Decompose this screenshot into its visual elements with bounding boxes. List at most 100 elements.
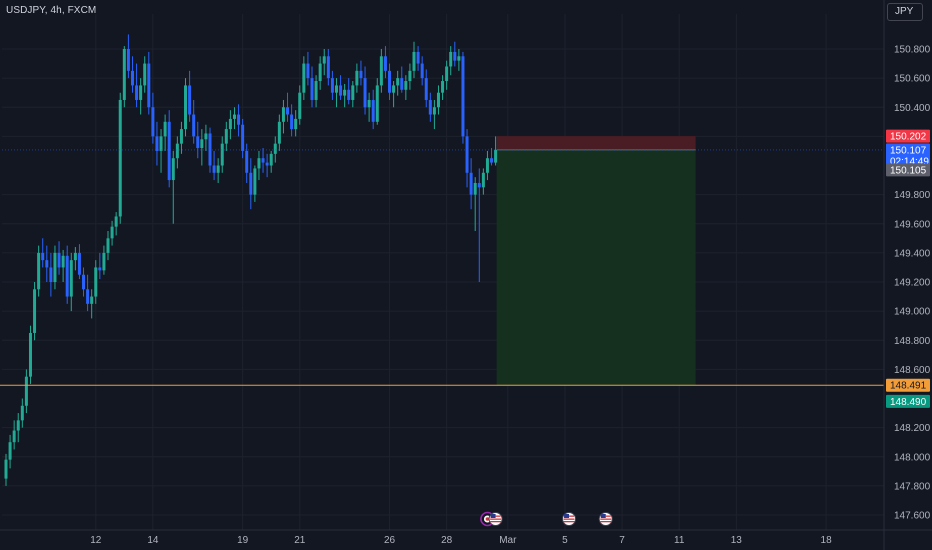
candle-body [453, 51, 457, 61]
candle-body [122, 49, 126, 100]
candle-body [286, 107, 290, 115]
candle-body [310, 78, 314, 100]
price-tick-label: 148.800 [894, 336, 931, 347]
candle-body [179, 129, 183, 144]
candle-body [228, 118, 232, 130]
us-flag-icon[interactable] [562, 512, 577, 526]
candle-body [102, 252, 106, 271]
price-tick-label: 148.000 [894, 452, 931, 463]
candle-body [318, 63, 322, 82]
us-flag-stripe [495, 515, 501, 517]
us-flag-canton [600, 514, 606, 518]
candle-body [155, 136, 159, 151]
horizontal-level-layer[interactable] [0, 149, 884, 386]
price-tag-label: 148.490 [890, 397, 927, 408]
candle-body [8, 442, 12, 460]
candle-body [326, 56, 330, 79]
us-flag-canton [490, 514, 496, 518]
candle-body [171, 158, 175, 181]
candle-body [28, 332, 32, 377]
candle-body [404, 81, 408, 90]
price-tag-bg [886, 394, 930, 408]
candle-body [94, 267, 98, 297]
candle-body [363, 78, 367, 108]
candle-body [408, 70, 412, 82]
price-tag-label: 148.491 [890, 381, 927, 392]
candle-body [175, 143, 179, 159]
candle-body [383, 56, 387, 71]
candle-body [53, 252, 57, 282]
candle-body [428, 99, 432, 115]
candle-body [485, 158, 489, 173]
dividend-dot [485, 517, 490, 521]
price-tick-label: 149.200 [894, 278, 931, 289]
price-axis[interactable]: 150.800150.600150.400150.200149.800149.6… [883, 0, 931, 550]
candle-body [24, 376, 28, 406]
candle-body [334, 85, 338, 93]
us-flag-icon[interactable] [598, 512, 613, 526]
price-tick-label: 148.200 [894, 423, 931, 434]
candle-body [388, 70, 392, 93]
us-flag-stripe [490, 518, 502, 520]
candle-body [330, 78, 334, 93]
candle-body [57, 252, 61, 268]
candle-body [400, 78, 404, 90]
candle-body [351, 85, 355, 100]
candle-body [184, 85, 188, 130]
candle-body [118, 99, 122, 217]
candle-body [147, 63, 151, 108]
price-tick-label: 149.800 [894, 190, 931, 201]
time-axis[interactable]: 12 14 19 21 26 28 Mar 5 7 11 13 18 [0, 529, 932, 546]
candle-body [494, 149, 498, 163]
price-tick-label: 149.000 [894, 307, 931, 318]
price-tag: 148.490 [886, 394, 930, 408]
candle-body [135, 85, 139, 100]
candle-body [490, 158, 494, 163]
countdown-label: 02:14:49 [890, 156, 929, 167]
time-tick-label: 18 [821, 535, 833, 546]
price-tag-label: 150.202 [890, 132, 927, 143]
event-markers[interactable] [480, 511, 613, 527]
position-zones[interactable] [496, 136, 696, 386]
us-flag-icon[interactable] [488, 512, 503, 526]
price-tag: 150.202 [886, 129, 930, 143]
candle-body [41, 252, 45, 261]
time-tick-label: 11 [674, 535, 685, 546]
candle-body [139, 85, 143, 100]
candle-body [424, 78, 428, 100]
time-tick-label: 5 [562, 535, 568, 546]
candle-body [298, 92, 302, 119]
candle-body [294, 118, 298, 130]
candle-body [82, 274, 86, 290]
symbol-title[interactable]: USDJPY, 4h, FXCM [6, 5, 97, 16]
price-tick-label: 147.600 [894, 511, 931, 522]
candle-body [216, 165, 220, 173]
candle-body [200, 139, 204, 149]
candle-body [196, 136, 200, 149]
candle-body [114, 216, 118, 227]
candle-body [151, 107, 155, 137]
candle-body [290, 114, 294, 130]
candle-body [143, 63, 147, 86]
price-tick-label: 150.600 [894, 74, 931, 85]
stop-loss-zone[interactable] [496, 136, 696, 150]
candle-body [45, 260, 49, 268]
candle-body [20, 405, 24, 421]
candle-body [208, 133, 212, 166]
time-tick-label: 21 [294, 535, 306, 546]
candle-body [449, 51, 453, 67]
candle-body [163, 121, 167, 137]
candle-body [465, 136, 469, 173]
candle-body [396, 78, 400, 86]
take-profit-zone[interactable] [496, 149, 696, 386]
us-flag-stripe [600, 521, 612, 523]
candle-body [232, 114, 236, 119]
currency-button[interactable]: JPY [887, 3, 923, 21]
candle-body [416, 51, 420, 64]
candle-body [220, 143, 224, 166]
us-flag-canton [564, 514, 570, 518]
candle-body [302, 63, 306, 93]
candle-body [237, 114, 241, 125]
candle-body [314, 81, 318, 100]
